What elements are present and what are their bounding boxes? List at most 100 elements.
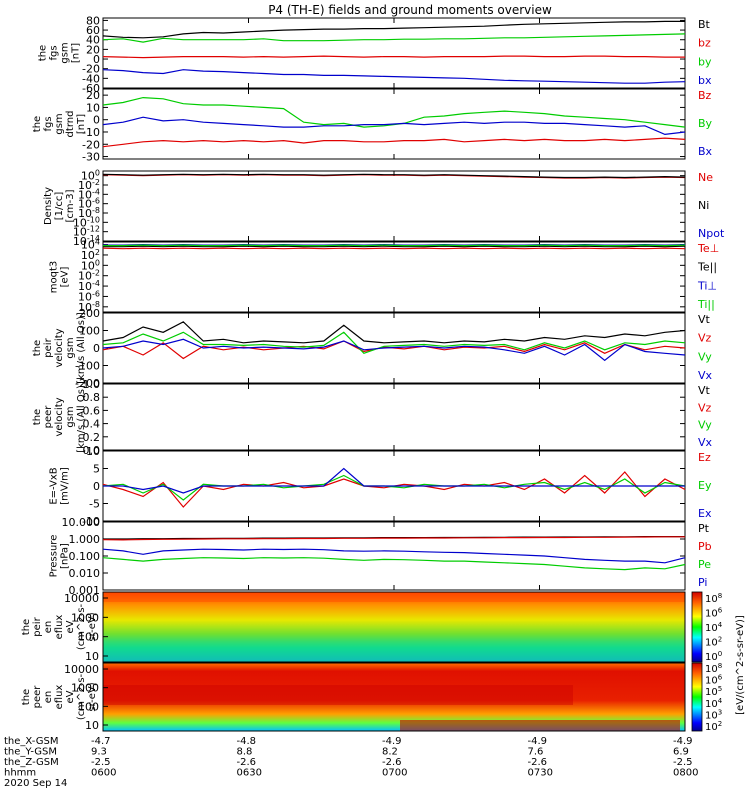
orbit-row-label: 2020 Sep 14: [4, 778, 67, 789]
legend-label: by: [698, 55, 712, 68]
electron-eflux-spectrogram: [103, 663, 685, 731]
ylabel-line: peer: [43, 405, 54, 429]
series-line-fgs-gsm-3: [102, 69, 686, 84]
legend-label: By: [698, 117, 713, 130]
ytick-label: 20: [86, 43, 100, 56]
legend-label: Te⊥: [697, 242, 719, 255]
legend-label: Vy: [698, 419, 712, 432]
orbit-value: 0700: [382, 768, 407, 779]
ytick-label: 0.8: [83, 391, 101, 404]
ylabel-line: the: [21, 689, 32, 705]
ytick-label: 10: [86, 445, 100, 458]
series-line-fgs-gsm-detrended-0: [102, 137, 686, 148]
orbit-row-label: the_X-GSM: [4, 736, 58, 747]
ytick-label: -10: [82, 515, 100, 528]
ion-eflux-spectrogram: [103, 592, 685, 662]
legend-label: Ey: [698, 479, 712, 492]
orbit-value: 7.6: [528, 747, 544, 758]
ytick-label: 100: [81, 258, 100, 272]
ylabel-line: [nT]: [76, 114, 87, 134]
ytick-label: 10: [85, 650, 99, 663]
orbit-row-label: the_Y-GSM: [4, 747, 57, 758]
legend-label: Ez: [698, 451, 711, 464]
legend-label: Pe: [698, 558, 711, 571]
ylabel-line: [mV/m]: [60, 467, 71, 505]
ytick-label: -20: [82, 138, 100, 151]
colorbar-tick-label: 102: [705, 720, 722, 733]
ytick-label: 10-4: [78, 187, 100, 201]
legend-label: bx: [698, 74, 712, 87]
ytick-label: 200: [79, 307, 100, 320]
legend-label: bz: [698, 37, 711, 50]
ylabel-line: gsm: [54, 113, 65, 134]
ytick-label: 60: [86, 24, 100, 37]
ytick-label: 0: [93, 53, 100, 66]
series-line-temperature-3: [103, 244, 686, 247]
ylabel-line: (cm^2-s-: [76, 603, 87, 650]
orbit-value: 0600: [91, 768, 116, 779]
orbit-value: 8.8: [237, 747, 253, 758]
legend-label: Vx: [698, 436, 713, 449]
ylabel-line: [nT]: [71, 43, 82, 63]
panel-efield: 10 5 0 -5 -10 Ez Ey Ex E=-VxB [mV/m]: [49, 445, 712, 528]
legend-label: Bz: [698, 89, 712, 102]
series-line-temperature-0: [102, 247, 686, 250]
ylabel-line: the: [32, 340, 43, 356]
ytick-label: 0.6: [83, 404, 101, 417]
legend-label: Ni: [698, 199, 709, 212]
orbit-value: 8.2: [382, 747, 398, 758]
ytick-label: 104: [81, 238, 100, 252]
ytick-label: 10: [86, 101, 100, 114]
ytick-label: 1.0: [83, 378, 101, 391]
series-line-temperature-1: [103, 245, 686, 248]
legend-label: Ex: [698, 507, 712, 520]
ytick-label: 10-8: [78, 206, 100, 220]
ylabel-line: [1/cc]: [54, 192, 65, 221]
colorbar-tick-label: 100: [705, 650, 722, 663]
ytick-label: 1000: [71, 682, 99, 695]
ytick-label: 10-4: [78, 279, 100, 293]
orbit-value: -2.6: [382, 757, 402, 768]
panel-frame-temperature: [102, 241, 686, 313]
electron-eflux-image: [103, 663, 685, 731]
ylabel-line: fgs: [49, 45, 60, 60]
series-line-ion-velocity-3: [102, 338, 686, 362]
series-line-density-1: [102, 173, 686, 179]
legend-label: Ne: [698, 171, 713, 184]
orbit-value: -4.9: [528, 736, 548, 747]
orbit-value: 0800: [673, 768, 698, 779]
ylabel-line: fgs: [43, 116, 54, 131]
ylabel-line: peir: [32, 616, 43, 636]
ylabel-line: the: [21, 619, 32, 635]
ytick-label: -30: [82, 151, 100, 164]
ylabel-line: en: [43, 691, 54, 704]
legend-label: Bt: [698, 18, 711, 31]
colorbar-tick-label: 108: [705, 592, 722, 605]
panel-frame-density: [102, 170, 686, 242]
ytick-label: 10000: [64, 663, 99, 676]
colorbar-tick-label: 105: [705, 685, 722, 698]
ytick-label: 10000: [64, 592, 99, 605]
series-line-fgs-gsm-0: [102, 20, 685, 39]
series-line-fgs-gsm-1: [102, 55, 685, 59]
series-line-ion-velocity-0: [102, 321, 686, 344]
colorbar-tick-label: 106: [705, 674, 723, 687]
orbit-value: 0630: [237, 768, 262, 779]
legend-label: Vy: [698, 350, 712, 363]
ylabel-line: (cm^2-s-: [76, 673, 87, 720]
orbit-value: -2.5: [91, 757, 111, 768]
series-line-fgs-gsm-detrended-2: [102, 116, 686, 136]
electron-eflux-band-hot: [103, 685, 573, 705]
colorbar-tick-label: 106: [705, 607, 723, 620]
ylabel-line: eV: [65, 620, 76, 633]
ytick-label: 0.4: [83, 418, 101, 431]
legend-label: Ti||: [697, 298, 715, 311]
series-line-pressure-2: [102, 557, 686, 571]
ylabel-line: gsm: [65, 406, 76, 427]
ytick-label: -60: [82, 82, 100, 95]
